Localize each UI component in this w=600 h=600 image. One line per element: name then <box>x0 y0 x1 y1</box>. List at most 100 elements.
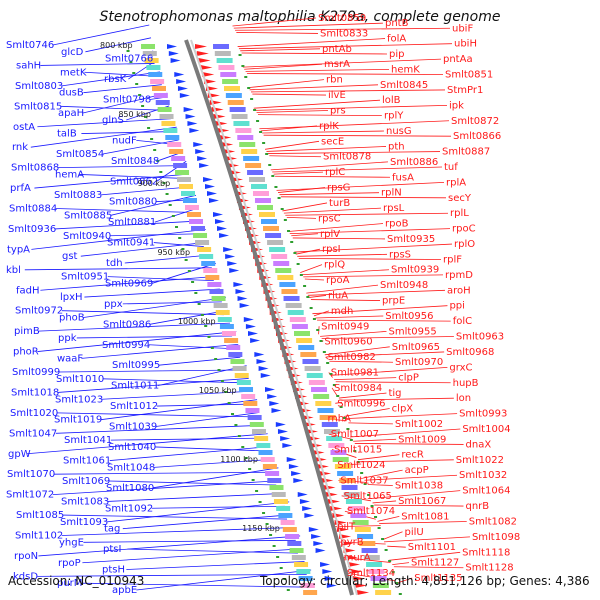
left-gene-label[interactable]: Smlt0883 <box>54 190 102 201</box>
left-gene-label[interactable]: ostA <box>13 122 35 133</box>
right-gene-label[interactable]: pntB <box>385 18 409 29</box>
left-gene-label[interactable]: kdsD <box>13 571 38 582</box>
right-gene-label[interactable]: Smlt1101 <box>408 542 456 553</box>
left-gene-label[interactable]: apbE <box>112 585 137 596</box>
left-gene-label[interactable]: Smlt1048 <box>107 462 155 473</box>
left-gene-label[interactable]: Smlt1085 <box>16 510 64 521</box>
left-gene-label[interactable]: Smlt1020 <box>10 408 58 419</box>
right-gene-label[interactable]: pip <box>389 49 404 60</box>
right-gene-label[interactable]: pth <box>388 141 405 152</box>
right-gene-label[interactable]: Smlt1015 <box>334 445 382 456</box>
right-gene-label[interactable]: tuf <box>444 162 458 173</box>
right-gene-label[interactable]: Smlt0949 <box>321 321 369 332</box>
right-gene-label[interactable]: prpE <box>382 296 405 307</box>
left-gene-label[interactable]: Smlt1039 <box>109 422 157 433</box>
left-gene-label[interactable]: rnk <box>12 142 28 153</box>
left-gene-label[interactable]: Smlt1070 <box>7 469 55 480</box>
right-gene-label[interactable]: hemK <box>391 64 420 75</box>
left-gene-label[interactable]: gpW <box>8 449 31 460</box>
left-gene-label[interactable]: fadH <box>16 285 40 296</box>
left-gene-label[interactable]: sahH <box>16 60 41 71</box>
right-gene-label[interactable]: Smlt1002 <box>395 419 443 430</box>
left-gene-label[interactable]: Smlt0995 <box>112 360 160 371</box>
left-gene-label[interactable]: Smlt1012 <box>110 401 158 412</box>
left-gene-label[interactable]: Smlt0848 <box>111 156 159 167</box>
left-gene-label[interactable]: tag <box>104 524 120 535</box>
right-gene-label[interactable]: Smlt0886 <box>390 157 438 168</box>
right-gene-label[interactable]: Smlt0887 <box>442 147 490 158</box>
left-gene-label[interactable]: Smlt1047 <box>9 428 57 439</box>
left-gene-label[interactable]: Smlt0969 <box>105 278 153 289</box>
right-gene-label[interactable]: Smlt0948 <box>380 280 428 291</box>
right-gene-label[interactable]: rplK <box>319 121 339 132</box>
left-gene-label[interactable]: Smlt1040 <box>108 442 156 453</box>
left-gene-label[interactable]: Smlt1080 <box>106 483 154 494</box>
right-gene-label[interactable]: Smlt0939 <box>391 265 439 276</box>
right-gene-label[interactable]: rpoA <box>326 275 350 286</box>
right-gene-label[interactable]: clpX <box>392 403 414 414</box>
right-gene-label[interactable]: Smlt1024 <box>337 460 385 471</box>
left-gene-label[interactable]: tdh <box>106 258 123 269</box>
left-gene-label[interactable]: Smlt1023 <box>55 394 103 405</box>
left-gene-label[interactable]: Smlt0999 <box>12 367 60 378</box>
left-gene-label[interactable]: Smlt0941 <box>107 238 155 249</box>
right-gene-label[interactable]: Smlt0970 <box>395 357 443 368</box>
right-gene-label[interactable]: Smlt0851 <box>445 70 493 81</box>
left-gene-label[interactable]: Smlt0862 <box>110 176 158 187</box>
right-gene-label[interactable]: rpsC <box>318 213 341 224</box>
left-gene-label[interactable]: yhgE <box>59 537 84 548</box>
left-gene-label[interactable]: Smlt0798 <box>103 95 151 106</box>
left-gene-label[interactable]: Smlt0880 <box>109 197 157 208</box>
left-gene-label[interactable]: Smlt1093 <box>60 517 108 528</box>
right-gene-label[interactable]: Smlt1022 <box>456 455 504 466</box>
left-gene-label[interactable]: Smlt0868 <box>11 163 59 174</box>
left-gene-label[interactable]: Smlt0881 <box>108 217 156 228</box>
left-gene-label[interactable]: typA <box>7 244 30 255</box>
left-gene-label[interactable]: Smlt1072 <box>6 490 54 501</box>
right-gene-label[interactable]: Smlt1009 <box>398 434 446 445</box>
right-gene-label[interactable]: nusG <box>386 126 412 137</box>
left-gene-label[interactable]: rpoP <box>58 558 81 569</box>
left-gene-label[interactable]: rpoN <box>14 551 38 562</box>
left-gene-label[interactable]: Smlt1069 <box>62 476 110 487</box>
right-gene-label[interactable]: Smlt1004 <box>462 424 510 435</box>
left-gene-label[interactable]: Smlt0803 <box>15 81 63 92</box>
left-gene-label[interactable]: Smlt1019 <box>54 415 102 426</box>
right-gene-label[interactable]: pyrB <box>340 537 363 548</box>
left-gene-label[interactable]: prfA <box>10 183 31 194</box>
right-gene-label[interactable]: rpsI <box>322 244 341 255</box>
left-gene-label[interactable]: lpxH <box>60 292 83 303</box>
right-gene-label[interactable]: Smlt1127 <box>411 558 459 569</box>
right-gene-label[interactable]: Smlt1007 <box>331 429 379 440</box>
right-gene-label[interactable]: rpmD <box>445 270 473 281</box>
right-gene-label[interactable]: folA <box>387 34 406 45</box>
right-gene-label[interactable]: Smlt1032 <box>459 470 507 481</box>
right-gene-label[interactable]: rplY <box>384 111 404 122</box>
right-gene-label[interactable]: Smlt0960 <box>324 337 372 348</box>
right-gene-label[interactable]: ubiH <box>454 39 477 50</box>
right-gene-label[interactable]: pilU <box>405 527 424 538</box>
right-gene-label[interactable]: folC <box>453 316 472 327</box>
left-gene-label[interactable]: Smlt0986 <box>103 319 151 330</box>
right-gene-label[interactable]: Smlt0955 <box>389 326 437 337</box>
right-gene-label[interactable]: mdh <box>331 306 353 317</box>
right-gene-label[interactable]: Smlt0981 <box>331 367 379 378</box>
left-gene-label[interactable]: Smlt0854 <box>56 149 104 160</box>
right-gene-label[interactable]: StmPr1 <box>447 85 483 96</box>
right-gene-label[interactable]: pilT <box>337 522 356 533</box>
right-gene-label[interactable]: aroH <box>447 285 471 296</box>
left-gene-label[interactable]: dusB <box>59 88 84 99</box>
right-gene-label[interactable]: Smlt1064 <box>462 486 510 497</box>
right-gene-label[interactable]: rplL <box>450 208 469 219</box>
right-gene-label[interactable]: rnhA <box>327 414 351 425</box>
left-gene-label[interactable]: Smlt0951 <box>61 272 109 283</box>
right-gene-label[interactable]: Smlt0965 <box>392 342 440 353</box>
left-gene-label[interactable]: gst <box>62 251 78 262</box>
left-gene-label[interactable]: glnS <box>102 115 124 126</box>
right-gene-label[interactable]: rpoC <box>452 224 476 235</box>
right-gene-label[interactable]: rpsS <box>389 249 411 260</box>
right-gene-label[interactable]: Smlt1065 <box>344 491 392 502</box>
right-gene-label[interactable]: ilvE <box>328 90 346 101</box>
right-gene-label[interactable]: secE <box>321 136 344 147</box>
